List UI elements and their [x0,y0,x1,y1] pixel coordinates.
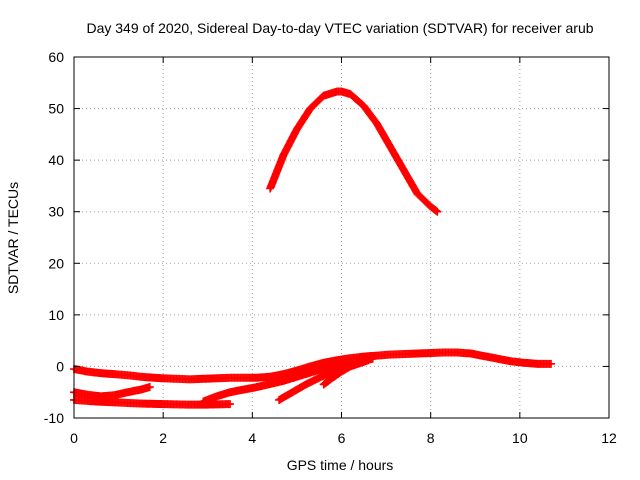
x-axis-label: GPS time / hours [287,457,394,473]
x-tick-label: 6 [338,430,346,446]
chart-title: Day 349 of 2020, Sidereal Day-to-day VTE… [86,20,593,36]
grid [74,57,609,418]
data-point [364,356,373,365]
x-tick-label: 12 [601,430,617,446]
x-tick-label: 10 [512,430,528,446]
y-tick-label: 0 [56,358,64,374]
data-points [70,87,556,409]
data-point [432,206,441,215]
y-tick-label: -10 [44,410,64,426]
series-arc7 [319,356,373,389]
data-point [547,359,556,368]
x-axis-ticks: 0 2 4 6 8 10 12 [70,57,617,446]
series-arc1 [266,87,442,216]
data-point [433,207,442,216]
x-tick-label: 2 [159,430,167,446]
y-tick-label: 60 [48,49,64,65]
x-tick-label: 0 [70,430,78,446]
y-tick-label: 30 [48,204,64,220]
data-point [368,354,377,363]
x-tick-label: 4 [248,430,256,446]
y-axis-ticks: -10 0 10 20 30 40 50 60 [44,49,609,426]
y-tick-label: 10 [48,307,64,323]
data-point [226,400,235,409]
series-arc2 [70,348,556,384]
y-axis-label: SDTVAR / TECUs [5,182,21,294]
y-tick-label: 20 [48,255,64,271]
x-tick-label: 8 [427,430,435,446]
y-tick-label: 50 [48,101,64,117]
data-point [145,383,154,392]
y-tick-label: 40 [48,152,64,168]
